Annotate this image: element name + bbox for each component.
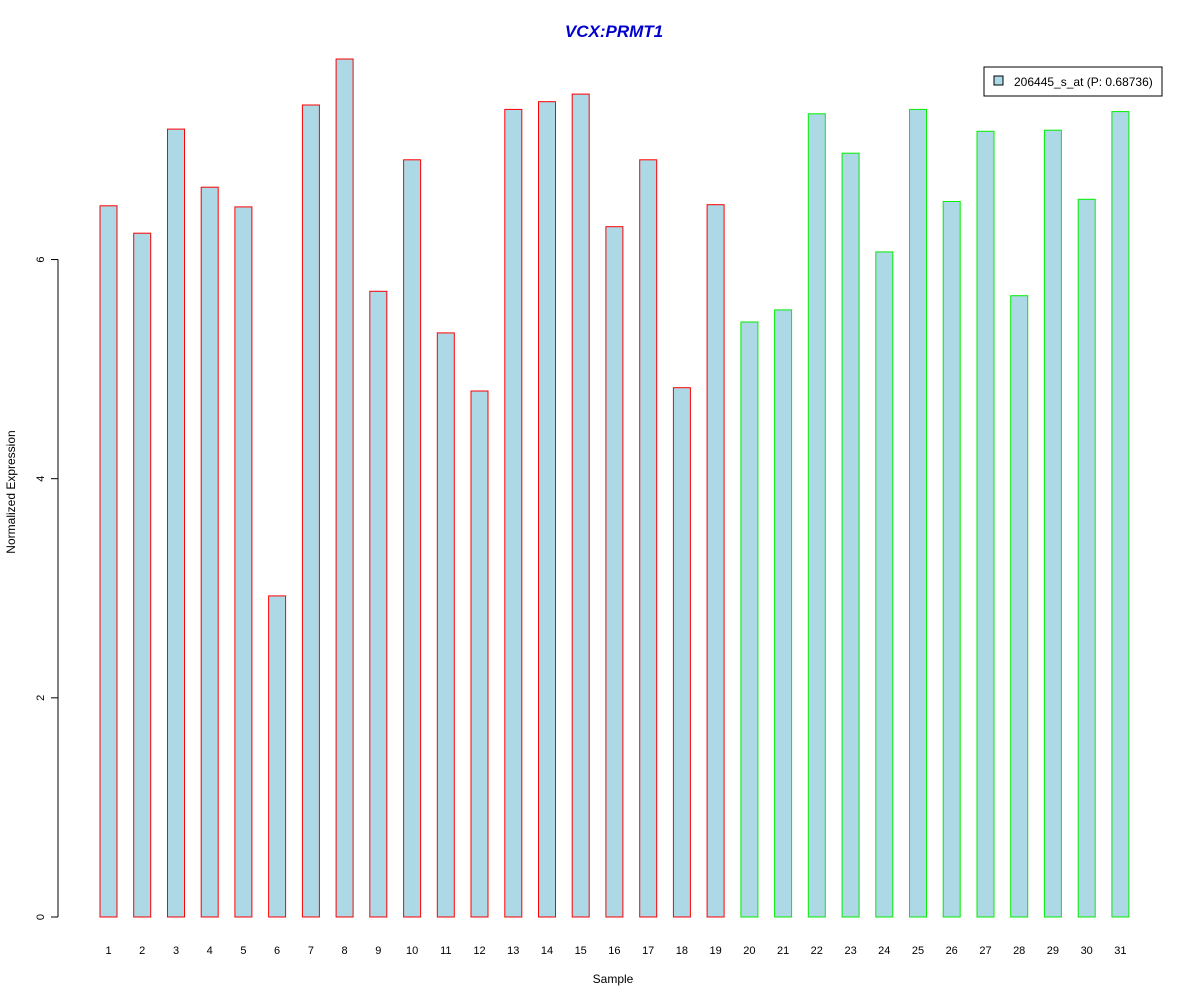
x-tick-label: 11 [440,945,451,957]
x-tick-label: 23 [844,945,856,957]
x-tick-label: 3 [173,945,179,957]
x-tick-label: 6 [274,945,280,957]
bar [605,226,624,918]
bar [133,232,152,918]
x-tick-label: 5 [240,945,246,957]
y-axis: 0 2 4 6 [35,256,59,920]
x-tick-label: 31 [1114,945,1126,957]
bar [99,205,118,918]
bar [403,159,422,918]
bar [909,108,927,918]
x-tick-label: 17 [642,945,654,957]
x-tick-label: 30 [1081,945,1093,957]
bar [740,321,759,918]
bar [875,251,894,918]
x-tick-label: 14 [541,945,553,957]
y-tick-label: 0 [35,914,47,920]
x-tick-label: 7 [308,945,314,957]
bar [639,159,658,918]
legend-label: 206445_s_at (P: 0.68736) [1014,75,1153,89]
x-tick-label: 2 [139,945,145,957]
x-tick-label: 28 [1013,945,1025,957]
bar [976,130,995,918]
legend: 206445_s_at (P: 0.68736) [983,66,1163,97]
x-tick-label: 29 [1047,945,1059,957]
x-tick-label: 21 [777,945,789,957]
x-tick-label: 4 [207,945,213,957]
x-tick-label: 25 [912,945,924,957]
x-tick-label: 26 [946,945,958,957]
legend-swatch [993,75,1004,86]
legend-box [983,66,1163,97]
chart-title: VCX:PRMT1 [565,22,663,41]
bar [672,387,691,918]
y-tick-label: 2 [35,695,47,701]
bar [369,290,388,918]
bar [538,101,556,918]
x-tick-label: 15 [575,945,587,957]
x-tick-label: 24 [878,945,890,957]
bars-group [99,58,1130,918]
x-tick-label: 20 [743,945,755,957]
x-tick-labels: 1 2 3 4 5 6 7 8 9 10 11 12 13 14 15 16 17 18 19 20 21 22 23 24 2… [105,945,1126,957]
bar [268,595,287,918]
bar [436,332,455,918]
bar [841,152,860,918]
x-tick-label: 19 [709,945,721,957]
bar [942,201,961,918]
x-tick-label: 9 [375,945,381,957]
x-tick-label: 27 [979,945,991,957]
bar [200,186,219,918]
bar [234,206,253,918]
x-tick-label: 12 [473,945,485,957]
bar [335,58,354,918]
x-tick-label: 13 [507,945,519,957]
x-tick-label: 18 [676,945,688,957]
x-axis-label: Sample [593,972,634,986]
bar [167,128,185,918]
bar [571,93,590,918]
x-tick-label: 10 [406,945,418,957]
bar [774,309,793,918]
bar [1010,295,1029,918]
bar [1077,198,1096,918]
bar [1043,129,1062,918]
bar [301,104,320,918]
y-tick-label: 4 [35,476,47,482]
bar [706,204,725,918]
bar [807,113,826,918]
bar [1111,111,1130,918]
bar [470,390,489,918]
x-tick-label: 8 [342,945,348,957]
y-axis-label: Normalized Expression [4,430,18,553]
bar [504,108,523,918]
x-tick-label: 1 [105,945,111,957]
x-tick-label: 22 [811,945,823,957]
x-tick-label: 16 [608,945,620,957]
y-tick-label: 6 [35,256,47,262]
